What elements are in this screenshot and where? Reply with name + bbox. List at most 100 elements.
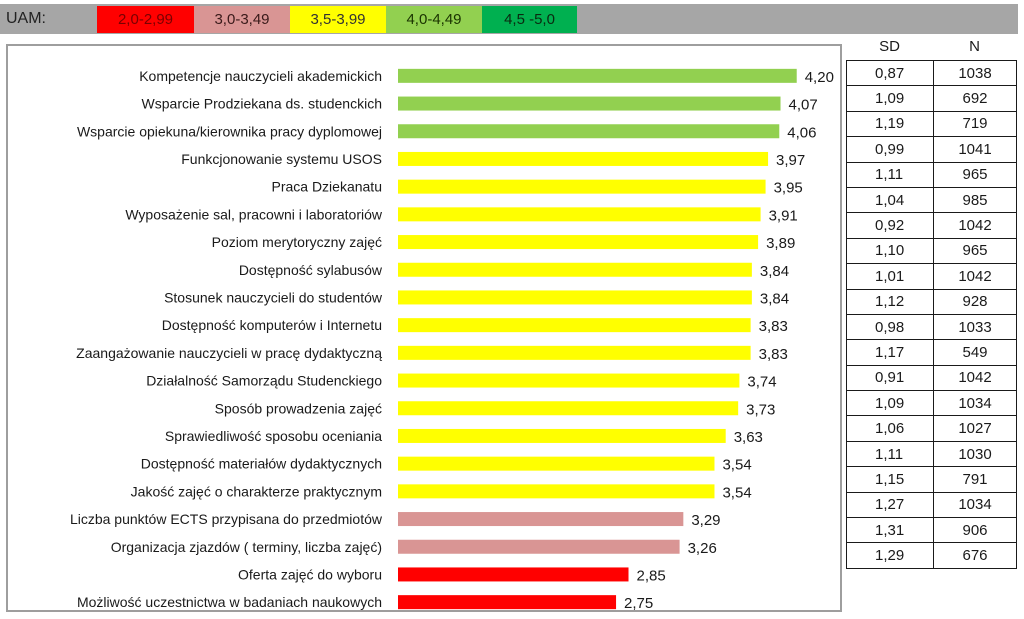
category-label: Organizacja zjazdów ( terminy, liczba za… [111,539,382,555]
bar [398,68,797,83]
stats-row: 1,27 1034 [846,491,1017,519]
category-label: Poziom merytoryczny zajęć [212,234,382,250]
stats-row: 1,04 985 [846,186,1017,214]
category-label: Praca Dziekanatu [271,179,382,195]
bar [398,484,715,499]
value-label: 3,95 [774,180,803,197]
value-label: 3,74 [747,374,776,391]
value-label: 2,75 [624,595,653,610]
n-cell: 1041 [933,136,1017,163]
n-cell: 1038 [933,59,1017,87]
bar [398,235,759,250]
n-cell: 965 [933,237,1017,265]
category-label: Wyposażenie sal, pracowni i laboratoriów [125,206,383,222]
stats-row: 1,17 549 [846,339,1017,366]
category-label: Sprawiedliwość sposobu oceniania [165,428,382,444]
sd-cell: 1,11 [846,161,934,188]
n-cell: 906 [933,517,1017,544]
bar-chart: Kompetencje nauczycieli akademickich 4,20… [70,68,834,610]
n-cell: 1033 [933,313,1017,341]
value-label: 3,29 [691,512,720,529]
bar [398,151,769,166]
n-cell: 791 [933,466,1017,493]
category-label: Dostępność materiałów dydaktycznych [141,456,382,472]
bar [398,290,752,305]
stats-row: 1,19 719 [846,110,1017,138]
chart-frame: Kompetencje nauczycieli akademickich 4,20… [6,44,842,612]
category-label: Wsparcie opiekuna/kierownika pracy dyplo… [77,123,382,139]
stats-row: 1,10 965 [846,237,1017,265]
n-cell: 1042 [933,263,1017,290]
category-label: Możliwość uczestnictwa w badaniach nauko… [77,594,382,610]
n-cell: 1042 [933,364,1017,392]
value-label: 4,07 [789,97,818,114]
n-cell: 965 [933,161,1017,188]
stats-row: 1,29 676 [846,542,1017,569]
bar [398,96,781,111]
stats-row: 1,11 965 [846,161,1017,188]
value-label: 2,85 [637,567,666,584]
category-label: Oferta zajęć do wyboru [238,566,382,582]
stats-row: 1,09 1034 [846,390,1017,417]
value-label: 3,84 [760,290,789,307]
legend-item-3: 3,5-3,99 [290,6,386,33]
value-label: 3,91 [769,207,798,224]
stats-row: 0,87 1038 [846,59,1017,87]
sd-cell: 1,19 [846,110,934,138]
n-cell: 1034 [933,491,1017,519]
category-label: Funkcjonowanie systemu USOS [181,151,382,167]
bar [398,567,629,582]
legend-item-2: 3,0-3,49 [194,6,290,33]
sd-cell: 1,12 [846,288,934,315]
stats-table: 0,87 1038 1,09 692 1,19 719 0,99 1041 1,11 965 1,0… [846,59,1017,569]
stats-row: 1,31 906 [846,517,1017,544]
sd-cell: 1,17 [846,339,934,366]
bar [398,428,726,443]
category-label: Sposób prowadzenia zajęć [215,400,382,416]
bar [398,456,715,471]
category-label: Jakość zajęć o charakterze praktycznym [131,483,382,499]
value-label: 3,83 [759,346,788,363]
stats-row: 0,91 1042 [846,364,1017,392]
stats-row: 1,01 1042 [846,263,1017,290]
category-label: Zaangażowanie nauczycieli w pracę dydakt… [76,345,382,361]
sd-cell: 0,98 [846,313,934,341]
bar [398,207,761,222]
sd-cell: 0,91 [846,364,934,392]
value-label: 4,06 [787,124,816,141]
stats-row: 1,06 1027 [846,415,1017,442]
sd-cell: 0,87 [846,59,934,87]
value-label: 3,26 [688,540,717,557]
category-label: Wsparcie Prodziekana ds. studenckich [142,96,382,112]
value-label: 3,89 [766,235,795,252]
n-cell: 1042 [933,212,1017,239]
legend-item-4: 4,0-4,49 [386,6,482,33]
category-label: Stosunek nauczycieli do studentów [164,289,383,305]
legend-title: UAM: [6,10,46,27]
category-label: Dostępność komputerów i Internetu [162,317,382,333]
sd-cell: 0,99 [846,136,934,163]
stats-row: 0,98 1033 [846,313,1017,341]
value-label: 3,84 [760,263,789,280]
bar [398,318,751,333]
value-label: 3,54 [722,457,751,474]
value-label: 4,20 [805,69,834,86]
category-label: Liczba punktów ECTS przypisana do przedm… [70,511,383,527]
value-label: 3,63 [734,429,763,446]
stats-row: 0,92 1042 [846,212,1017,239]
sd-cell: 1,06 [846,415,934,442]
bar [398,539,680,554]
value-label: 3,97 [776,152,805,169]
bar [398,179,766,194]
category-label: Działalność Samorządu Studenckiego [146,373,382,389]
sd-cell: 1,10 [846,237,934,265]
value-label: 3,73 [746,401,775,418]
legend-bar: UAM: 2,0-2,99 3,0-3,49 3,5-3,99 4,0-4,49… [0,4,1018,34]
stats-row: 1,15 791 [846,466,1017,493]
sd-cell: 1,09 [846,390,934,417]
stats-row: 1,11 1030 [846,440,1017,468]
bar [398,401,739,416]
legend-item-1: 2,0-2,99 [97,6,194,33]
category-label: Dostępność sylabusów [239,262,383,278]
stats-row: 1,12 928 [846,288,1017,315]
